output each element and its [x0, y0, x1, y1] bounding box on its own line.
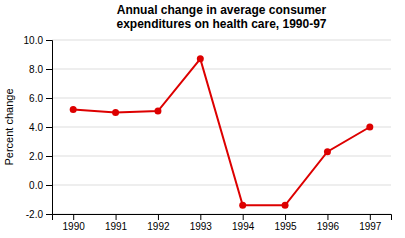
y-tick-mark	[46, 69, 52, 70]
y-tick: 8.0	[29, 64, 52, 75]
x-tick: 1992	[147, 214, 170, 232]
grid-line	[52, 69, 391, 70]
x-tick-mark	[285, 214, 286, 220]
y-tick-mark	[46, 156, 52, 157]
point	[324, 148, 331, 155]
grid-line	[52, 156, 391, 157]
x-tick-label: 1990	[63, 221, 86, 232]
y-tick-label: 6.0	[29, 93, 43, 104]
x-tick-label: 1994	[232, 221, 255, 232]
grid-line	[52, 98, 391, 99]
point	[366, 124, 373, 131]
x-tick-label: 1997	[359, 221, 382, 232]
y-tick-label: 0.0	[29, 180, 43, 191]
grid	[52, 40, 391, 214]
point	[239, 202, 246, 209]
plot-area	[70, 55, 374, 208]
x-tick-label: 1991	[105, 221, 128, 232]
y-tick: 2.0	[29, 151, 52, 162]
line	[73, 59, 370, 205]
y-tick-label: 8.0	[29, 64, 43, 75]
x-tick: 1991	[105, 214, 128, 232]
grid-line	[52, 40, 391, 41]
y-axis-line	[46, 41, 53, 215]
chart: 1990 1991 1992 1993 1994 1995 1996 1997 -2.0 0.0 2…	[0, 0, 405, 238]
x-tick: 1994	[232, 214, 255, 232]
x-tick-mark	[243, 214, 244, 220]
y-tick-mark	[46, 98, 52, 99]
y-tick-label: 10.0	[24, 35, 44, 46]
grid-line	[52, 185, 391, 186]
y-axis: -2.0 0.0 2.0 4.0 6.0 8.0 10.0	[24, 35, 53, 220]
x-axis-line	[53, 215, 392, 221]
y-tick-label: 2.0	[29, 151, 43, 162]
title: Annual change in average consumerexpendi…	[116, 3, 326, 31]
y-tick-mark	[46, 40, 52, 41]
y-tick-label: -2.0	[26, 209, 44, 220]
point	[112, 109, 119, 116]
y-tick: -2.0	[26, 209, 52, 220]
x-tick-mark	[158, 214, 159, 220]
x-tick-mark	[200, 214, 201, 220]
title-line: Annual change in average consumer	[117, 3, 327, 17]
x-tick: 1995	[274, 214, 297, 232]
x-tick-mark	[116, 214, 117, 220]
y-tick-label: 4.0	[29, 122, 43, 133]
y-tick-mark	[46, 214, 52, 215]
y-tick: 6.0	[29, 93, 52, 104]
grid-line	[52, 127, 391, 128]
x-tick-label: 1995	[274, 221, 297, 232]
y-tick: 10.0	[24, 35, 52, 46]
title-line: expenditures on health care, 1990-97	[116, 17, 326, 31]
point	[70, 106, 77, 113]
x-tick-mark	[327, 214, 328, 220]
x-axis: 1990 1991 1992 1993 1994 1995 1996 1997	[53, 214, 392, 232]
x-tick: 1993	[190, 214, 213, 232]
x-tick: 1990	[63, 214, 86, 232]
x-tick-label: 1992	[147, 221, 170, 232]
x-tick-mark	[370, 214, 371, 220]
y-tick: 4.0	[29, 122, 52, 133]
point	[197, 55, 204, 62]
x-tick-label: 1996	[317, 221, 340, 232]
point	[282, 202, 289, 209]
y-axis-title: Percent change	[3, 88, 15, 165]
x-tick: 1996	[317, 214, 340, 232]
y-tick: 0.0	[29, 180, 52, 191]
x-tick-mark	[73, 214, 74, 220]
point	[154, 108, 161, 115]
y-tick-mark	[46, 185, 52, 186]
y-tick-mark	[46, 127, 52, 128]
x-tick: 1997	[359, 214, 382, 232]
x-tick-label: 1993	[190, 221, 213, 232]
